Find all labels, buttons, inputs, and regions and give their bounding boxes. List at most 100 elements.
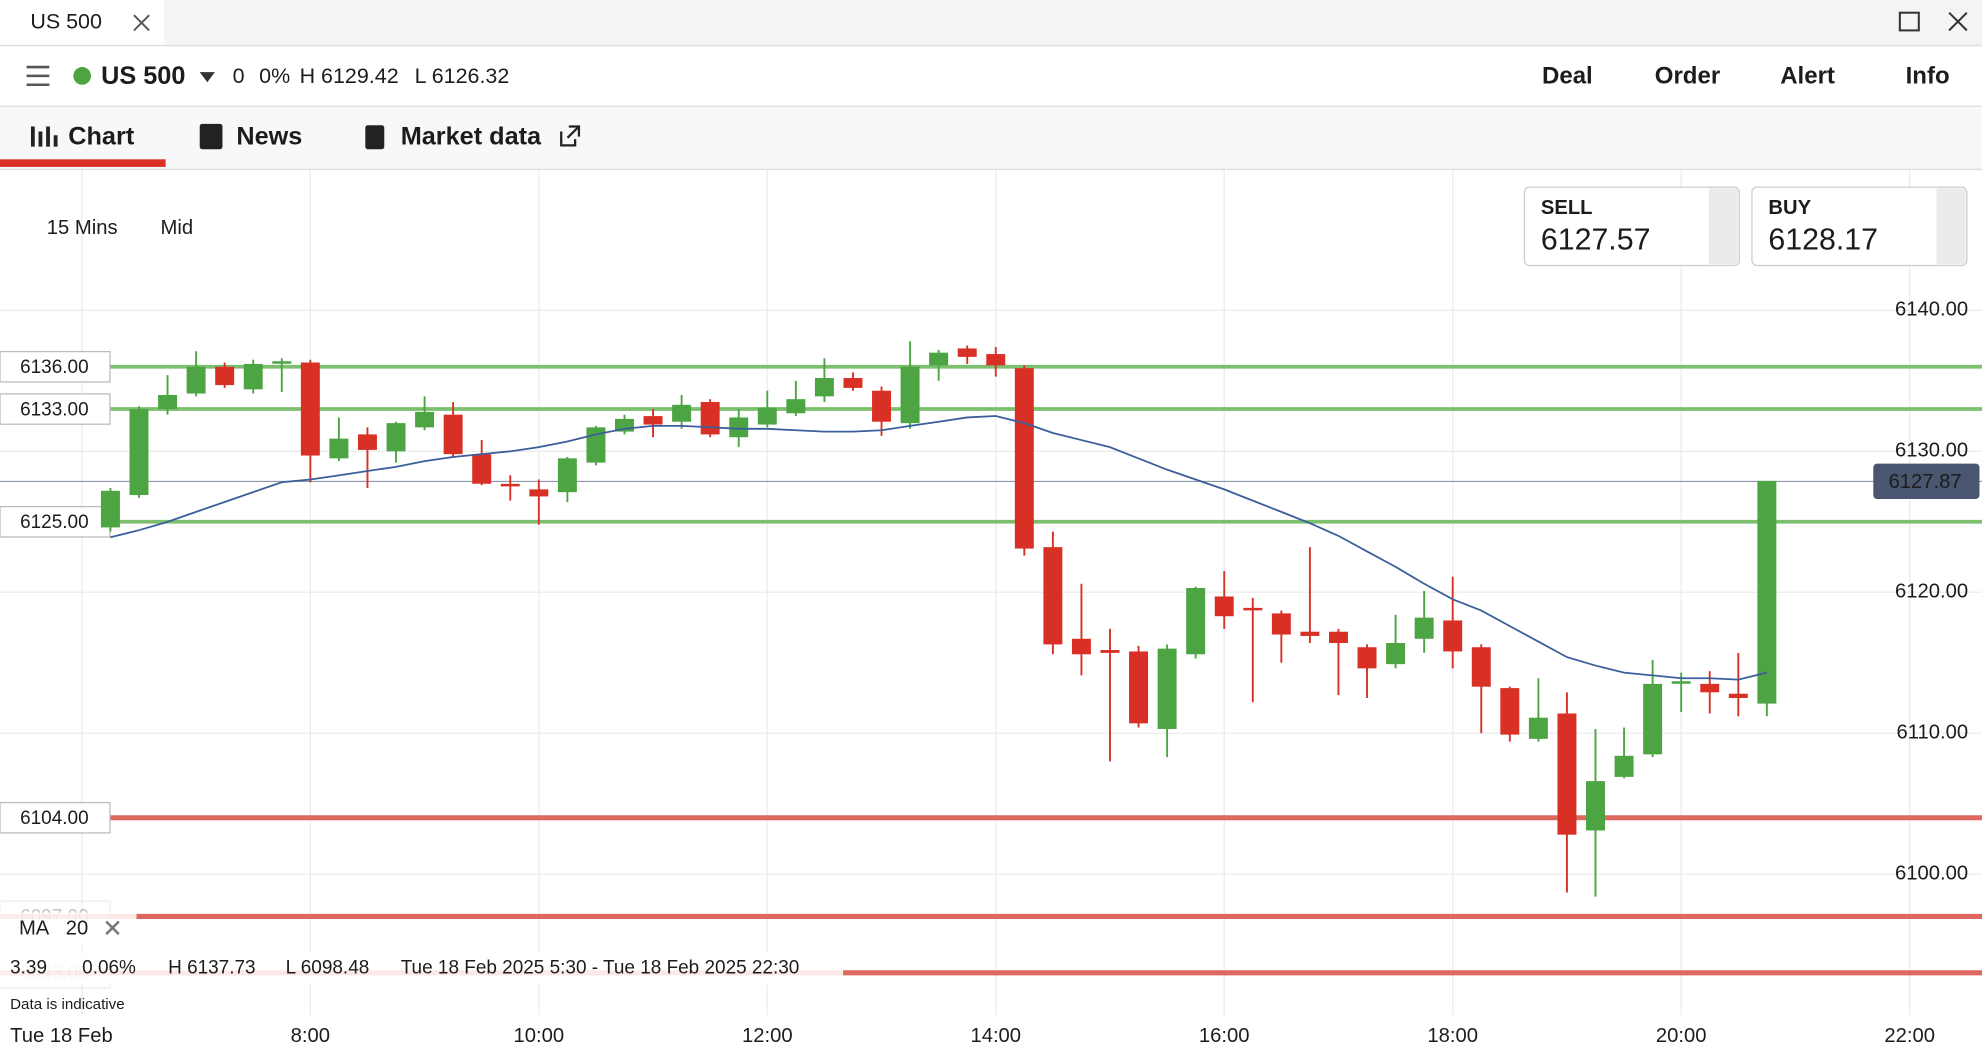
candle-body [243, 363, 263, 390]
candle-body [443, 414, 463, 455]
tab[interactable]: News [236, 123, 302, 151]
summary-high: H 6137.73 [168, 957, 255, 978]
candle-body [786, 399, 806, 414]
candle-body [158, 394, 178, 410]
summary-change-pct: 0.06% [82, 957, 136, 978]
sell-label: SELL [1541, 197, 1593, 219]
candle-body [1557, 713, 1577, 835]
buy-button[interactable] [1751, 186, 1968, 267]
level-tag: 6104.00 [0, 801, 111, 834]
x-tick-label: 8:00 [291, 1025, 330, 1047]
summary-bg [0, 951, 844, 985]
level-label: 6136.00 [20, 357, 89, 378]
menu-item[interactable]: Deal [1542, 63, 1593, 90]
current-price-box [1873, 463, 1980, 500]
interval[interactable]: 15 Mins [47, 217, 118, 239]
candle-body [1614, 755, 1634, 777]
candle-body [1357, 647, 1377, 669]
y-tick-label: 6100.00 [1895, 862, 1968, 884]
menu-item[interactable]: Alert [1780, 63, 1835, 90]
window-tab[interactable] [0, 0, 165, 46]
y-tick-label: 6110.00 [1897, 722, 1969, 744]
close-window[interactable] [1948, 11, 1968, 32]
buy-edge [1936, 188, 1966, 265]
candle-body [757, 407, 777, 425]
y-tick-label: 6140.00 [1895, 299, 1968, 321]
change: 0 [233, 64, 245, 88]
x-tick-label: 10:00 [514, 1025, 565, 1047]
summary-range: Tue 18 Feb 2025 5:30 - Tue 18 Feb 2025 2… [401, 957, 800, 978]
chart-layer: 6100.00 6110.00 6120.00 6130.00 6140.00 6136.… [0, 169, 1982, 1016]
candle-body [1214, 596, 1234, 617]
x-tick-label: Tue 18 Feb [10, 1025, 113, 1047]
candle-body [1043, 547, 1063, 645]
candle-body [1414, 617, 1434, 639]
candle-body [900, 366, 920, 424]
market-icon [365, 125, 385, 150]
candle-body [814, 378, 834, 397]
window-bar [0, 0, 1982, 46]
y-tick-label: 6130.00 [1895, 440, 1968, 462]
candle-body [100, 490, 120, 528]
change-pct: 0% [259, 64, 290, 88]
moving-average [110, 415, 1768, 681]
menu-icon[interactable] [26, 65, 50, 87]
level-label: 6104.00 [20, 808, 89, 829]
instrument[interactable]: US 500 [101, 62, 185, 90]
day-low: L 6126.32 [415, 64, 510, 88]
level-tag: 6133.00 [0, 393, 111, 425]
price-type[interactable]: Mid [161, 217, 194, 239]
candle-body [1071, 638, 1091, 655]
candle-body [557, 458, 577, 493]
x-tick-label: 14:00 [970, 1025, 1021, 1047]
news-icon [199, 123, 223, 150]
candle-body [643, 416, 663, 425]
candle-body [843, 378, 863, 388]
menu-item[interactable]: Order [1655, 63, 1720, 90]
buy-box[interactable]: BUY 6128.17 [1751, 186, 1968, 267]
candle-body [129, 409, 149, 496]
ma-remove[interactable] [105, 920, 120, 936]
level-tag-box [0, 393, 111, 425]
candle-body [357, 434, 377, 450]
candle-body [1586, 781, 1605, 831]
candle-body [1471, 647, 1491, 687]
ma-name: MA [19, 917, 50, 939]
sell-button[interactable] [1523, 186, 1740, 267]
buy-label: BUY [1768, 197, 1811, 219]
y-tick-label: 6120.00 [1895, 581, 1968, 603]
status-dot [73, 67, 92, 85]
tab[interactable]: Chart [68, 123, 135, 151]
candle-body [1328, 631, 1348, 643]
summary-low: L 6098.48 [286, 957, 370, 978]
chart-icon [30, 126, 58, 147]
level-tag-box [0, 350, 111, 383]
candle-body [215, 366, 235, 386]
candle-body [1728, 693, 1748, 698]
level-label: 6125.00 [20, 512, 89, 533]
candle-body [1014, 368, 1034, 549]
close-tab[interactable] [133, 14, 150, 32]
candle-body [1300, 631, 1320, 636]
dropdown-caret[interactable] [199, 72, 215, 83]
x-tick-label: 22:00 [1884, 1025, 1935, 1047]
candle-body [472, 454, 492, 484]
active-tab-indicator [0, 159, 166, 167]
disclaimer: Data is indicative [10, 996, 125, 1013]
sell-box[interactable]: SELL 6127.57 [1523, 186, 1740, 267]
external-link-icon[interactable] [560, 125, 581, 147]
maximize[interactable] [1898, 11, 1920, 32]
menu-item[interactable]: Info [1906, 63, 1950, 90]
candle-body [986, 354, 1006, 366]
tab[interactable]: Market data [401, 123, 542, 151]
candle-body [186, 366, 206, 394]
x-tick-label: 18:00 [1427, 1025, 1478, 1047]
candle-body [329, 438, 349, 459]
candle-body [957, 348, 977, 357]
candle-body [1271, 613, 1291, 635]
x-tick-label: 16:00 [1199, 1025, 1250, 1047]
candle-body [1186, 588, 1206, 655]
current-price-label: 6127.87 [1889, 471, 1962, 493]
level-tag-box [0, 505, 111, 538]
candle-body [872, 390, 892, 422]
